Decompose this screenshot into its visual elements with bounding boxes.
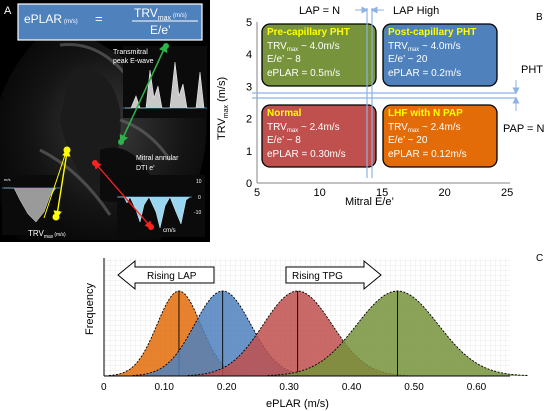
- formula-numerator: TRVmax (m/s): [134, 6, 187, 22]
- label-transmitral-1: Transmitral: [113, 49, 148, 56]
- scale-neg10: -10: [194, 210, 201, 216]
- y-tick-label: 4: [246, 49, 252, 61]
- quadrant-ee: E/e’ ~ 20: [388, 135, 428, 146]
- formula-box: [17, 3, 203, 41]
- lap-normal-label: LAP = N: [299, 5, 340, 17]
- x-tick-group: 5 10 15 20 25: [254, 187, 513, 199]
- green-marker: [118, 139, 124, 145]
- distribution-outline: [132, 290, 313, 376]
- y-tick-group: 0 1 2 3 4 5: [246, 17, 252, 190]
- quadrant-trv: TRVmax ~ 4.0m/s: [388, 41, 461, 53]
- x-tick-label: 20: [439, 187, 451, 199]
- formula-denominator: E/e’: [150, 23, 171, 37]
- c-x-tick-label: 0.60: [467, 382, 487, 393]
- quadrant-title: Normal: [267, 108, 302, 119]
- c-y-axis-label: Frequency: [84, 283, 96, 335]
- quadrant-eplar: ePLAR = 0.12m/s: [388, 149, 467, 160]
- rising-tpg-label: Rising TPG: [292, 271, 343, 282]
- quadrant-trv: TRVmax ~ 2.4m/s: [267, 122, 340, 134]
- rising-lap-label: Rising LAP: [147, 271, 197, 282]
- label-mitral-1: Mitral annular: [136, 155, 179, 162]
- c-x-tick-label: 0.30: [279, 382, 299, 393]
- scale-10: 10: [196, 179, 202, 185]
- distribution-curves: [108, 290, 528, 376]
- label-cms: cm/s: [163, 228, 176, 234]
- quadrant-box-bg: [382, 104, 498, 168]
- panel-a-letter: A: [4, 5, 12, 17]
- quadrant-box: Pre-capillary PHT TRVmax ~ 4.0m/sE/e’ ~ 8…: [261, 23, 377, 87]
- distribution-outline: [267, 290, 528, 376]
- pap-normal-label: PAP = N: [503, 123, 545, 135]
- quadrant-title: Pre-capillary PHT: [267, 27, 350, 38]
- quadrant-box-bg: [382, 23, 498, 87]
- formula-equals: =: [95, 11, 103, 26]
- yellow-arrow: [53, 147, 71, 220]
- c-x-tick-label: 0.40: [342, 382, 362, 393]
- quadrant-box: Normal TRVmax ~ 2.4m/sE/e’ ~ 8 ePLAR = 0.3…: [261, 104, 377, 168]
- quadrant-title: LHF with N PAP: [388, 108, 463, 119]
- y-tick-label: 3: [246, 81, 252, 93]
- red-arrow: [93, 161, 153, 229]
- panel-b-letter: B: [536, 12, 543, 23]
- yellow-marker: [52, 213, 60, 221]
- quadrant-ee: E/e’ ~ 8: [267, 54, 301, 65]
- label-mitral-2: DTI e’: [136, 165, 155, 172]
- yellow-arrow-2: [43, 151, 67, 219]
- c-x-tick-label: 0.10: [154, 382, 174, 393]
- panel-a: A ePLAR (m/s) = TRVmax (m/s) E/e’ Transmit…: [0, 0, 210, 242]
- y-tick-label: 2: [246, 114, 252, 126]
- c-x-tick-label: 0.20: [217, 382, 237, 393]
- x-tick-label: 25: [501, 187, 513, 199]
- panel-c: C 0 0.10 0.20 0.30 0.40 0.50 0.60 Frequency eP…: [84, 253, 543, 410]
- tr-waveform: [4, 187, 57, 223]
- c-x-tick-group: 0 0.10 0.20 0.30 0.40 0.50 0.60: [101, 382, 487, 393]
- yellow-marker: [63, 146, 71, 154]
- red-marker: [148, 224, 154, 230]
- quadrant-trv: TRVmax ~ 2.4m/s: [388, 122, 461, 134]
- label-trv: TRVmax(m/s): [28, 229, 66, 240]
- y-tick-label: 1: [246, 146, 252, 158]
- c-x-tick-label: 0.50: [404, 382, 424, 393]
- panel-b: B 0 1 2 3 4 5 5 10 15 20 25 TRVmax (m/s) Mitral E…: [216, 5, 545, 208]
- scale-0: 0: [198, 195, 201, 201]
- lap-high-label: LAP High: [393, 5, 439, 17]
- rising-lap-arrow: [117, 259, 215, 291]
- quadrant-ee: E/e’ ~ 20: [388, 54, 428, 65]
- green-marker: [163, 43, 169, 49]
- x-tick-label: 5: [254, 187, 260, 199]
- quadrant-eplar: ePLAR = 0.5m/s: [267, 68, 340, 79]
- x-axis-label: Mitral E/e’: [345, 196, 394, 208]
- tr-scale: m/s: [4, 177, 10, 182]
- quadrant-trv: TRVmax ~ 4.0m/s: [267, 41, 340, 53]
- c-x-tick-label: 0: [101, 382, 107, 393]
- x-tick-label: 15: [376, 187, 388, 199]
- green-arrow: [119, 42, 168, 145]
- pht-label: PHT: [521, 64, 543, 76]
- red-marker: [92, 160, 98, 166]
- quadrant-ee: E/e’ ~ 8: [267, 135, 301, 146]
- c-x-axis-label: ePLAR (m/s): [266, 398, 329, 410]
- rising-tpg-arrow: [285, 259, 382, 291]
- quadrant-eplar: ePLAR = 0.30m/s: [267, 149, 346, 160]
- quadrant-box-bg: [261, 23, 377, 87]
- quadrant-eplar: ePLAR = 0.2m/s: [388, 68, 461, 79]
- quadrant-box-bg: [261, 104, 377, 168]
- y-tick-label: 5: [246, 17, 252, 29]
- quadrant-title: Post-capillary PHT: [388, 27, 476, 38]
- quadrant-box: LHF with N PAP TRVmax ~ 2.4m/sE/e’ ~ 20 eP…: [382, 104, 498, 168]
- label-transmitral-2: peak E-wave: [113, 58, 154, 65]
- y-tick-label: 0: [246, 178, 252, 190]
- x-tick-label: 10: [314, 187, 326, 199]
- quadrant-box: Post-capillary PHT TRVmax ~ 4.0m/sE/e’ ~ …: [382, 23, 498, 87]
- formula: ePLAR (m/s): [24, 12, 78, 26]
- y-axis-label: TRVmax (m/s): [216, 77, 230, 140]
- panel-c-letter: C: [536, 253, 543, 264]
